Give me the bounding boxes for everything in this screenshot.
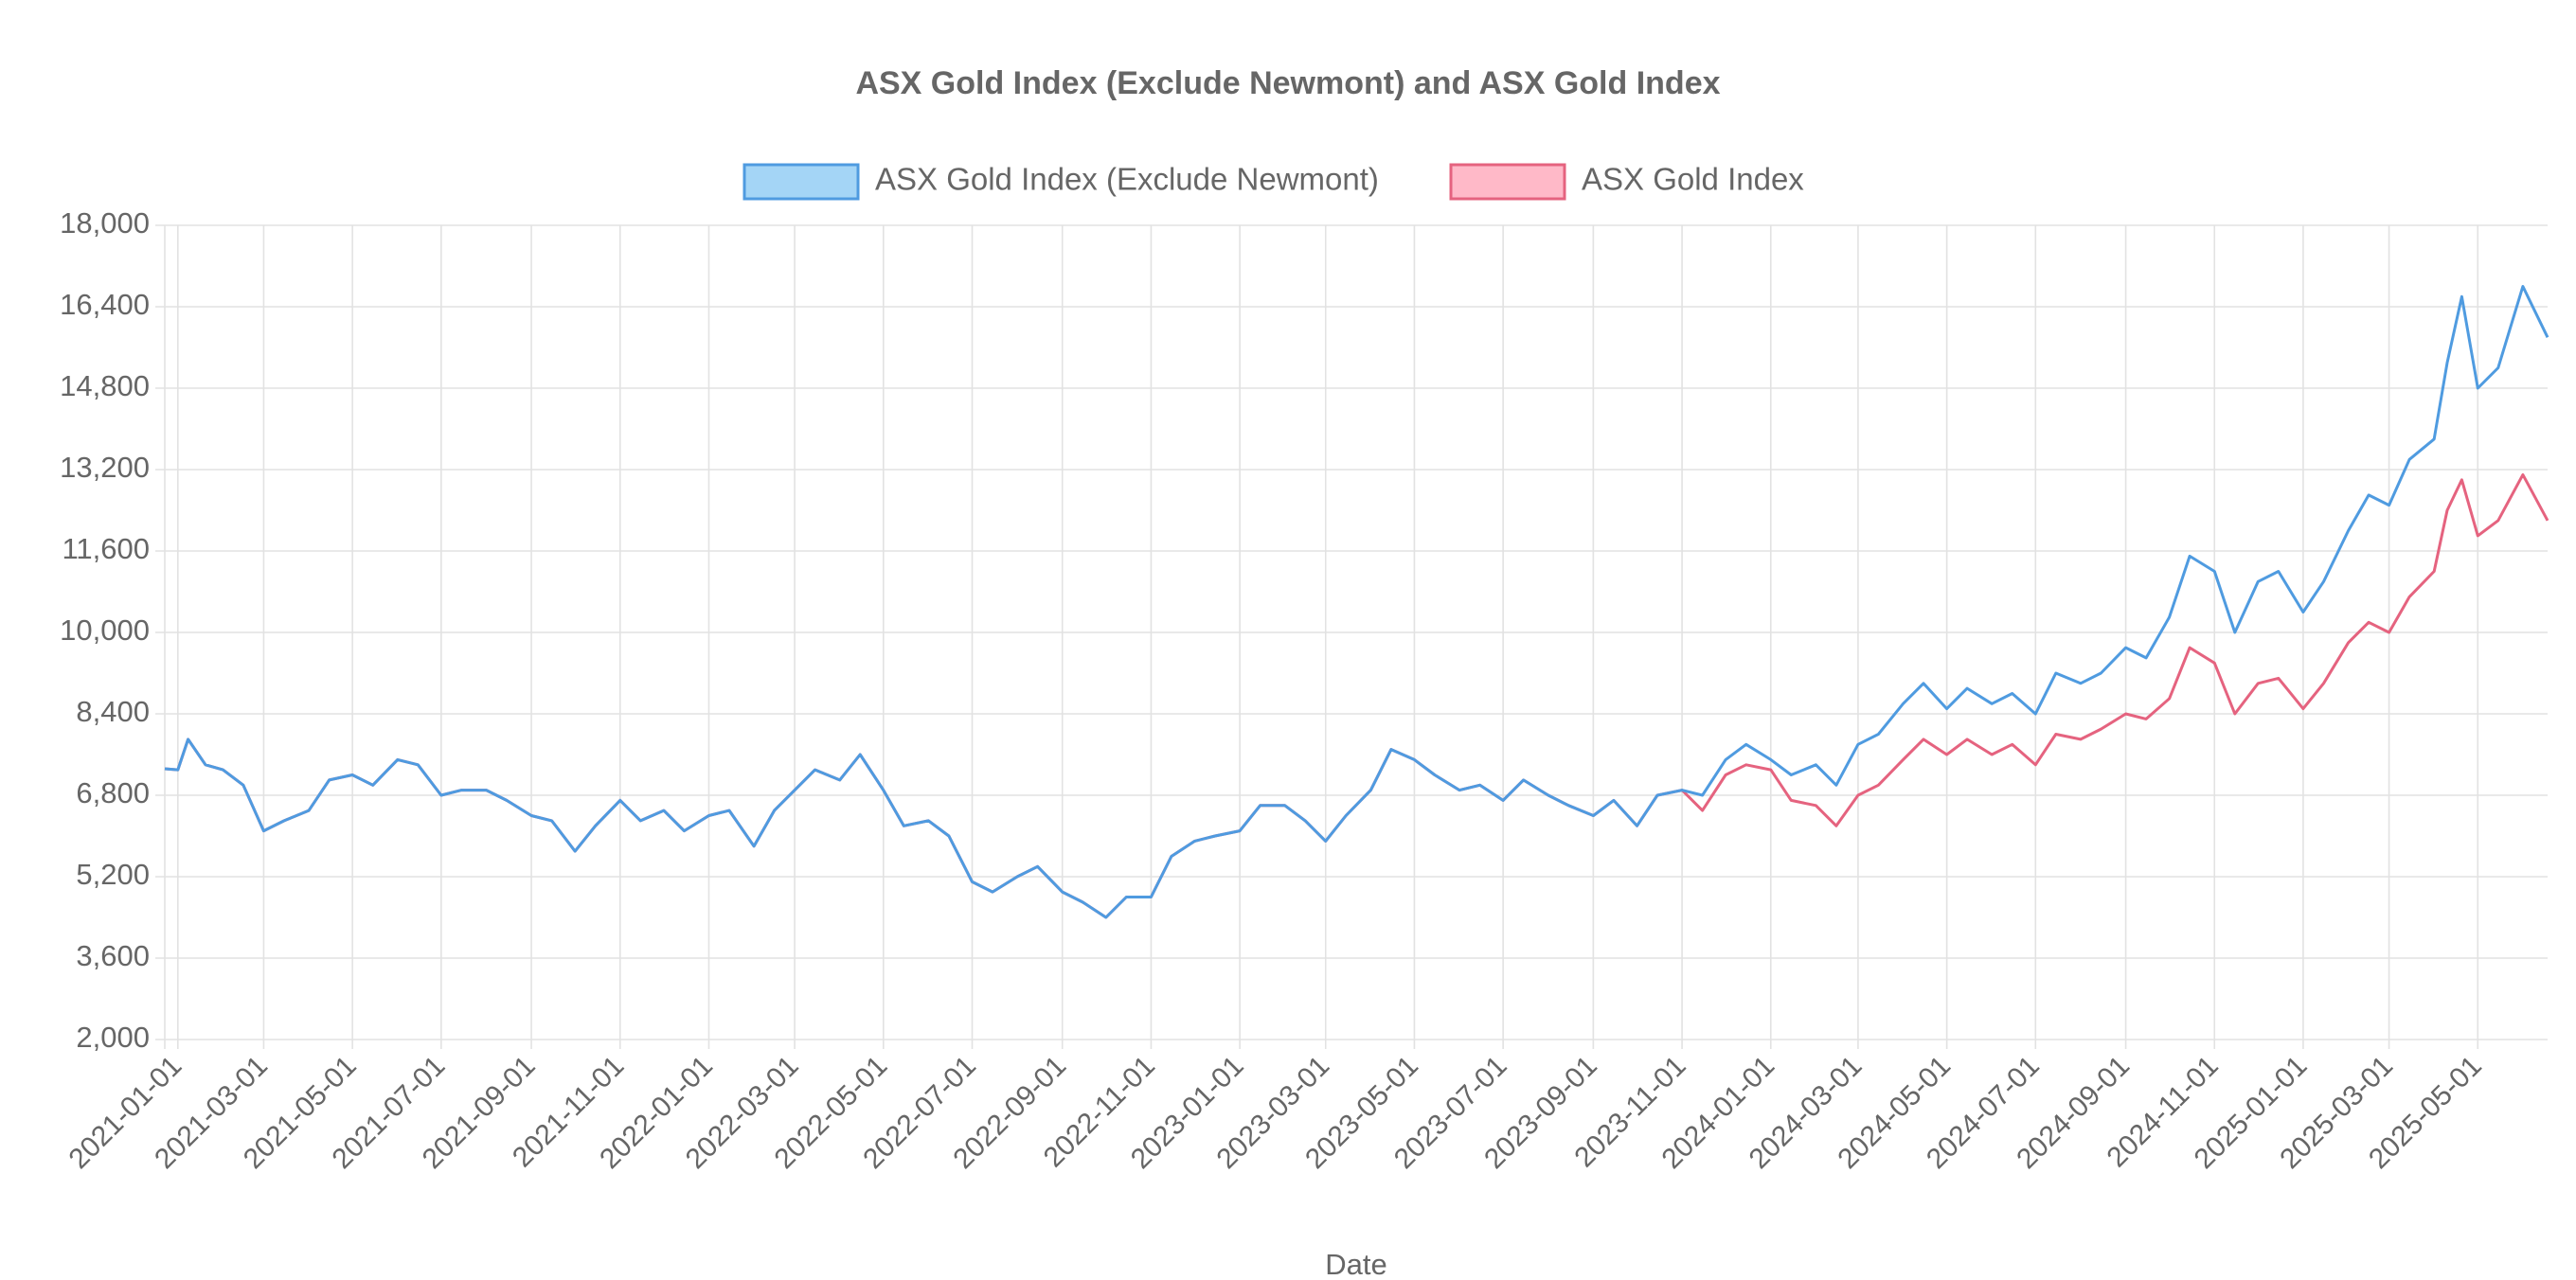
y-tick-label: 11,600 (62, 532, 150, 565)
y-tick-label: 2,000 (76, 1021, 150, 1054)
y-tick-label: 13,200 (60, 451, 150, 484)
y-tick-label: 14,800 (60, 369, 150, 402)
legend-swatch (742, 163, 860, 201)
legend-label: ASX Gold Index (1582, 162, 1804, 197)
x-axis-title: Date (1325, 1248, 1386, 1280)
chart-title: ASX Gold Index (Exclude Newmont) and ASX… (855, 65, 1720, 101)
y-tick-label: 8,400 (76, 695, 150, 728)
y-tick-label: 16,400 (60, 288, 150, 321)
y-tick-label: 5,200 (76, 858, 150, 891)
y-tick-label: 6,800 (76, 776, 150, 809)
y-tick-label: 18,000 (60, 206, 150, 240)
legend-label: ASX Gold Index (Exclude Newmont) (875, 162, 1379, 197)
y-tick-label: 10,000 (60, 613, 150, 647)
y-tick-label: 3,600 (76, 939, 150, 972)
legend-swatch (1449, 163, 1566, 201)
series-line (164, 285, 2549, 919)
series-line (164, 472, 2549, 919)
